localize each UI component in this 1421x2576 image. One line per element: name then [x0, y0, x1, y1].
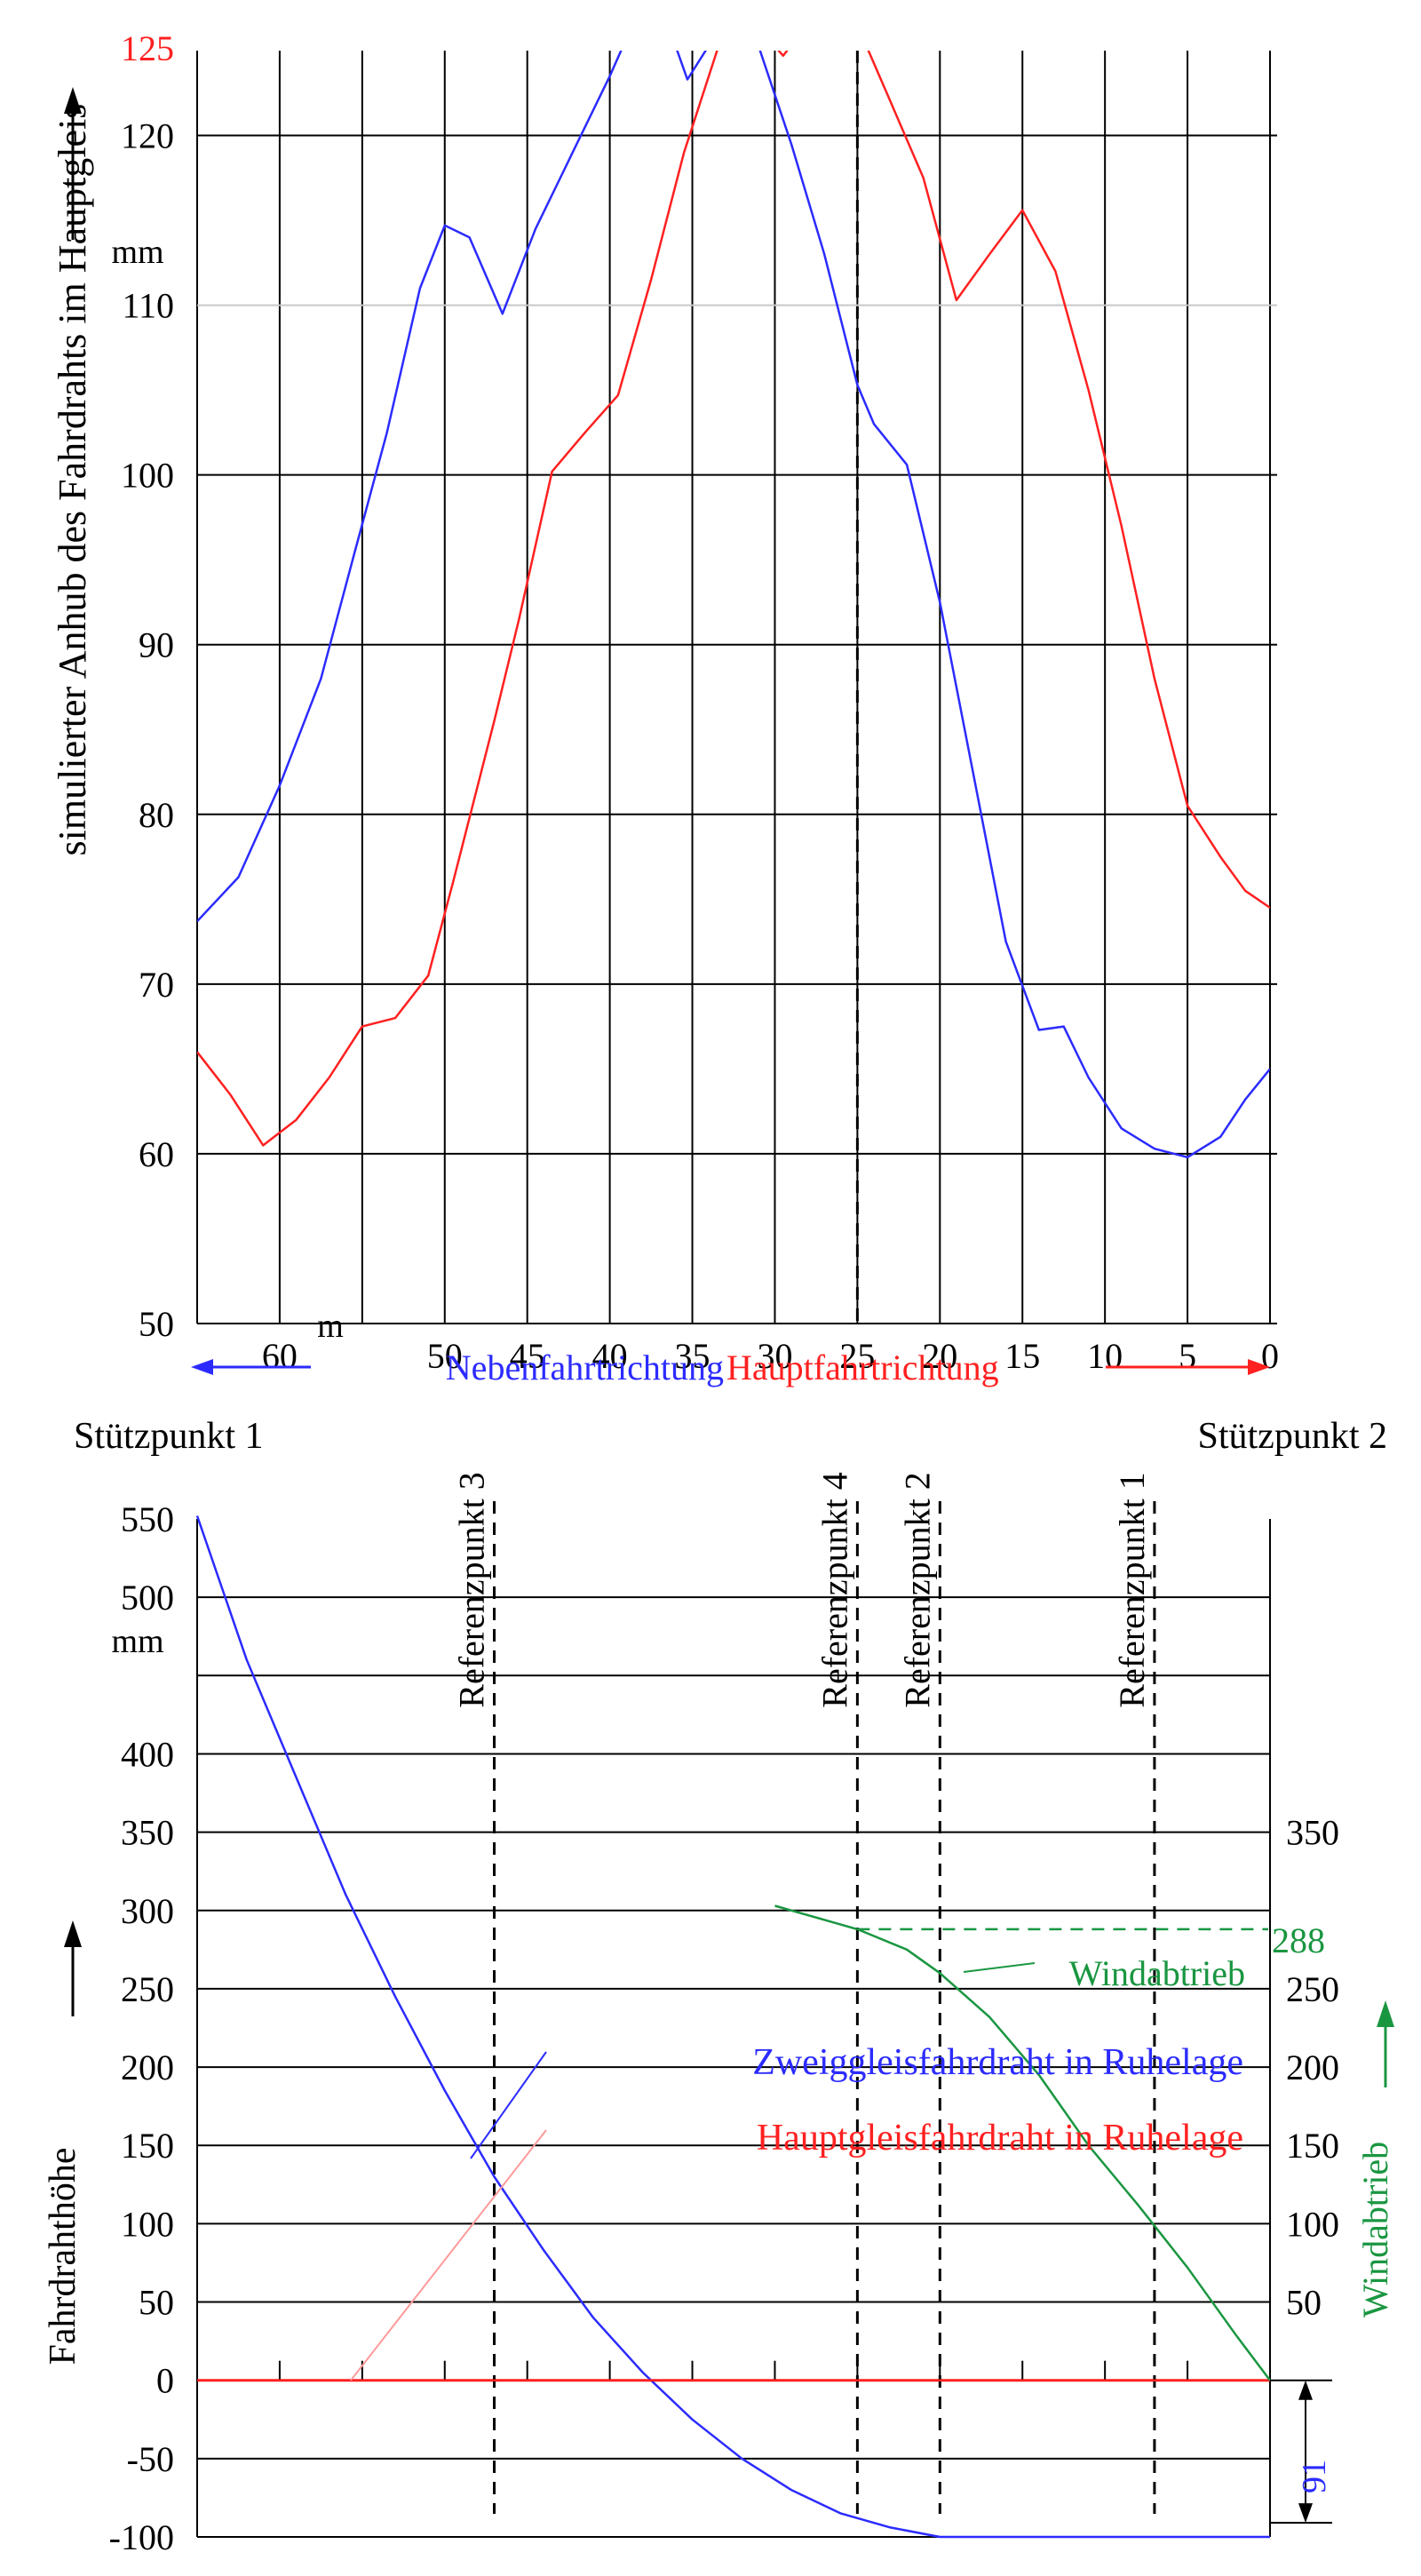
- bottom-y2-tick-label: 250: [1286, 1969, 1339, 2009]
- direction-left-label: Nebenfahrtrichtung: [446, 1348, 724, 1387]
- wind-label-leader: [963, 1962, 1036, 1973]
- top-y-tick-label: 120: [121, 116, 174, 156]
- top-y-tick-label: 110: [122, 286, 174, 326]
- bottom-y-tick-label: 400: [121, 1734, 174, 1774]
- offset-arrow-down: [1298, 2503, 1313, 2524]
- top-y-tick-label: 70: [139, 965, 174, 1005]
- top-y-unit-label: mm: [111, 234, 163, 271]
- offset-value-label: 91: [1296, 2460, 1333, 2493]
- bottom-series: [195, 1515, 1332, 2539]
- top-x-tick-label: 20: [922, 1336, 957, 1376]
- bottom-y2-tick-label: 200: [1286, 2047, 1339, 2087]
- top-x-tick-label: 35: [675, 1336, 710, 1376]
- bottom-y-unit-label: mm: [111, 1623, 163, 1660]
- top-x-tick-label: 50: [427, 1336, 463, 1376]
- reference-label: Referenzpunkt 4: [814, 1472, 854, 1707]
- wind-axis-label: Windabtrieb: [1355, 2142, 1395, 2318]
- blue-annotation-leader: [470, 2051, 547, 2159]
- top-x-tick-label: 5: [1179, 1336, 1196, 1376]
- top-series-red: [197, 51, 1270, 1147]
- offset-arrow-up: [1298, 2380, 1313, 2400]
- reference-label: Referenzpunkt 3: [452, 1472, 492, 1707]
- bottom-y2-tick-label: 150: [1286, 2126, 1339, 2166]
- top-y-tick-label: 60: [139, 1134, 174, 1174]
- top-labels: simulierter Anhub des Fahrdrahts im Haup…: [51, 104, 999, 1387]
- bottom-y-tick-label: 350: [121, 1813, 174, 1853]
- direction-right-label: Hauptfahrtrichtung: [726, 1348, 999, 1387]
- bottom-series-blue: [195, 1515, 1270, 2539]
- top-series: [197, 51, 1270, 1159]
- bottom-y-tick-label: 500: [121, 1578, 174, 1618]
- wind-axis-arrow-head: [1377, 2000, 1394, 2027]
- top-y-tick-label: 80: [139, 795, 174, 835]
- bottom-y-axis-label: Fahrdrahthöhe: [43, 2148, 83, 2365]
- direction-right-arrow-head: [1248, 1359, 1270, 1375]
- top-y-tick-label: 125: [121, 28, 174, 68]
- bottom-y-tick-label: 100: [121, 2204, 174, 2244]
- bottom-labels: Stützpunkt 1 Stützpunkt 2 Fahrdrahthöhe …: [43, 1416, 1395, 2493]
- bottom-y2-tick-label: 350: [1286, 1813, 1339, 1853]
- bottom-grid: -100 -50 0 50 100 150 200 250 300 350 400 500 550 50 1…: [64, 1472, 1394, 2557]
- top-x-tick-label: 30: [757, 1336, 792, 1376]
- top-x-tick-label: 10: [1087, 1336, 1123, 1376]
- top-y-tick-label: 50: [139, 1304, 174, 1344]
- top-y-arrow-head: [64, 87, 82, 114]
- bottom-y-tick-label: 50: [139, 2283, 174, 2323]
- bottom-y-arrow-head: [64, 1920, 82, 1947]
- top-x-tick-label: 60: [262, 1336, 298, 1376]
- top-x-tick-label: 15: [1004, 1336, 1040, 1376]
- red-annotation-leader: [350, 2129, 547, 2381]
- top-y-tick-label: 90: [139, 625, 174, 665]
- bottom-y-tick-label: 150: [121, 2126, 174, 2166]
- support-point-2-label: Stützpunkt 2: [1197, 1416, 1387, 1457]
- top-y-axis-label: simulierter Anhub des Fahrdrahts im Haup…: [51, 104, 94, 856]
- bottom-y-tick-label: 250: [121, 1969, 174, 2009]
- top-x-tick-label: 45: [510, 1336, 545, 1376]
- bottom-y-tick-label: -100: [109, 2517, 174, 2557]
- top-x-unit-label: m: [317, 1308, 344, 1345]
- wind-value-label: 288: [1272, 1920, 1325, 1960]
- direction-left-arrow-head: [191, 1359, 213, 1375]
- bottom-y-tick-label: 0: [156, 2361, 174, 2401]
- top-x-tick-label: 40: [592, 1336, 628, 1376]
- bottom-y2-tick-label: 100: [1286, 2204, 1339, 2244]
- bottom-y2-tick-label: 50: [1286, 2283, 1322, 2323]
- wind-curve-label: Windabtrieb: [1069, 1953, 1245, 1993]
- bottom-chart: -100 -50 0 50 100 150 200 250 300 350 400 500 550 50 1…: [43, 1416, 1395, 2557]
- support-point-1-label: Stützpunkt 1: [74, 1416, 264, 1457]
- bottom-series-green: [774, 1904, 1271, 2381]
- reference-label: Referenzpunkt 1: [1112, 1472, 1152, 1707]
- top-x-tick-label: 25: [839, 1336, 875, 1376]
- blue-curve-annotation: Zweiggleisfahrdraht in Ruhelage: [752, 2042, 1243, 2083]
- top-series-blue: [197, 51, 1270, 1159]
- bottom-y-tick-label: -50: [127, 2439, 174, 2479]
- bottom-y-tick-label: 300: [121, 1891, 174, 1931]
- top-y-tick-label: 100: [121, 456, 174, 496]
- reference-label: Referenzpunkt 2: [897, 1472, 937, 1707]
- red-curve-annotation: Hauptgleisfahrdraht in Ruhelage: [757, 2118, 1243, 2159]
- top-x-tick-label: 0: [1261, 1336, 1279, 1376]
- bottom-y-tick-label: 550: [121, 1499, 174, 1539]
- bottom-y-tick-label: 200: [121, 2047, 174, 2087]
